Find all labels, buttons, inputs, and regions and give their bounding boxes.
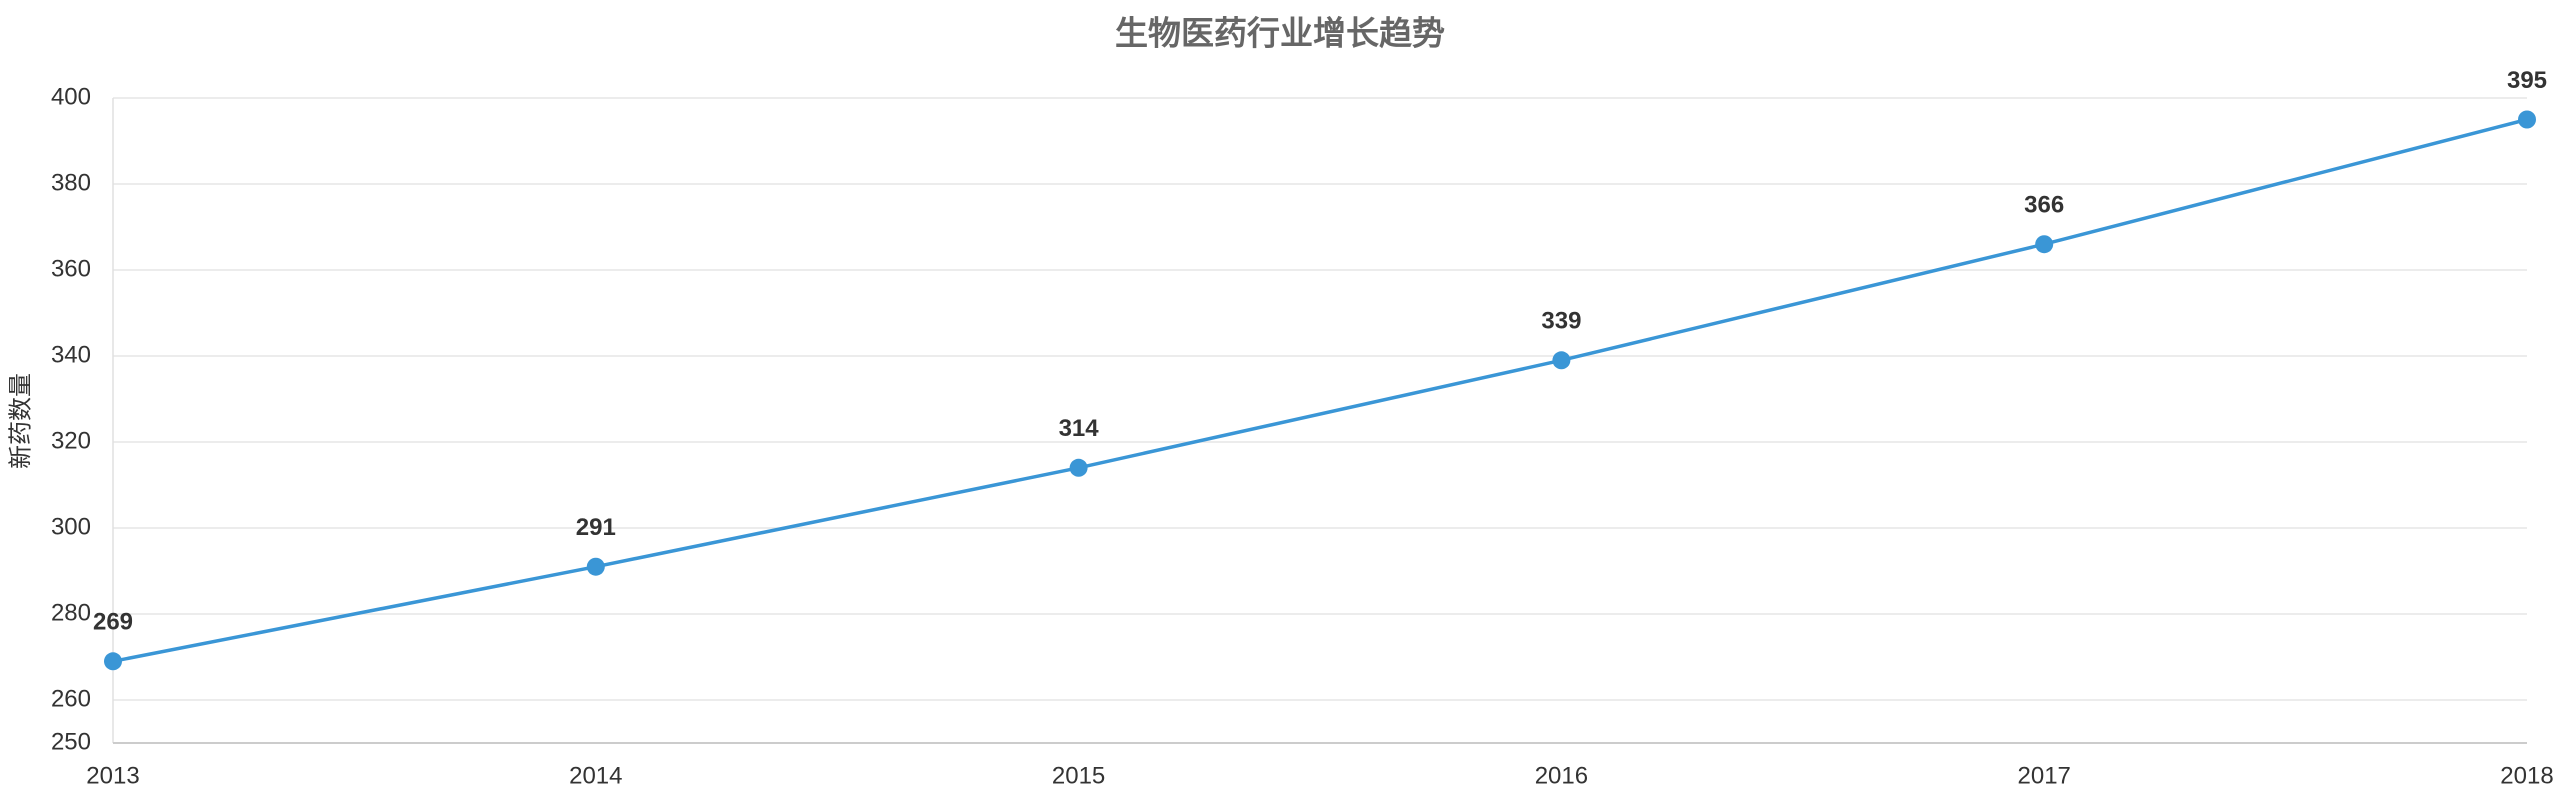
x-tick-label: 2017 <box>2018 762 2071 789</box>
x-tick-label: 2013 <box>86 762 139 789</box>
y-tick-label: 300 <box>51 513 91 540</box>
y-tick-label: 250 <box>51 728 91 755</box>
y-tick-label: 380 <box>51 169 91 196</box>
data-point <box>586 557 605 576</box>
y-tick-label: 280 <box>51 599 91 626</box>
x-tick-label: 2016 <box>1535 762 1588 789</box>
y-tick-label: 320 <box>51 427 91 454</box>
data-point <box>1069 458 1088 477</box>
data-label: 314 <box>1059 415 1100 442</box>
data-point <box>1552 351 1571 370</box>
x-tick-label: 2014 <box>569 762 622 789</box>
series-line <box>112 117 2528 664</box>
data-label: 269 <box>93 609 133 636</box>
y-tick-label: 360 <box>51 255 91 282</box>
data-label: 395 <box>2507 67 2547 94</box>
x-tick-label: 2015 <box>1052 762 1105 789</box>
chart-title: 生物医药行业增长趋势 <box>1115 15 1445 52</box>
y-axis-label: 新药数量 <box>7 373 34 469</box>
data-label: 366 <box>2024 192 2064 219</box>
y-tick-label: 400 <box>51 83 91 110</box>
data-point <box>2518 110 2536 129</box>
x-tick-label: 2018 <box>2500 762 2553 789</box>
data-label: 291 <box>576 514 616 541</box>
data-label: 339 <box>1541 308 1581 335</box>
data-point <box>104 652 122 671</box>
y-tick-label: 260 <box>51 685 91 712</box>
data-point <box>2035 235 2054 254</box>
y-tick-label: 340 <box>51 341 91 368</box>
